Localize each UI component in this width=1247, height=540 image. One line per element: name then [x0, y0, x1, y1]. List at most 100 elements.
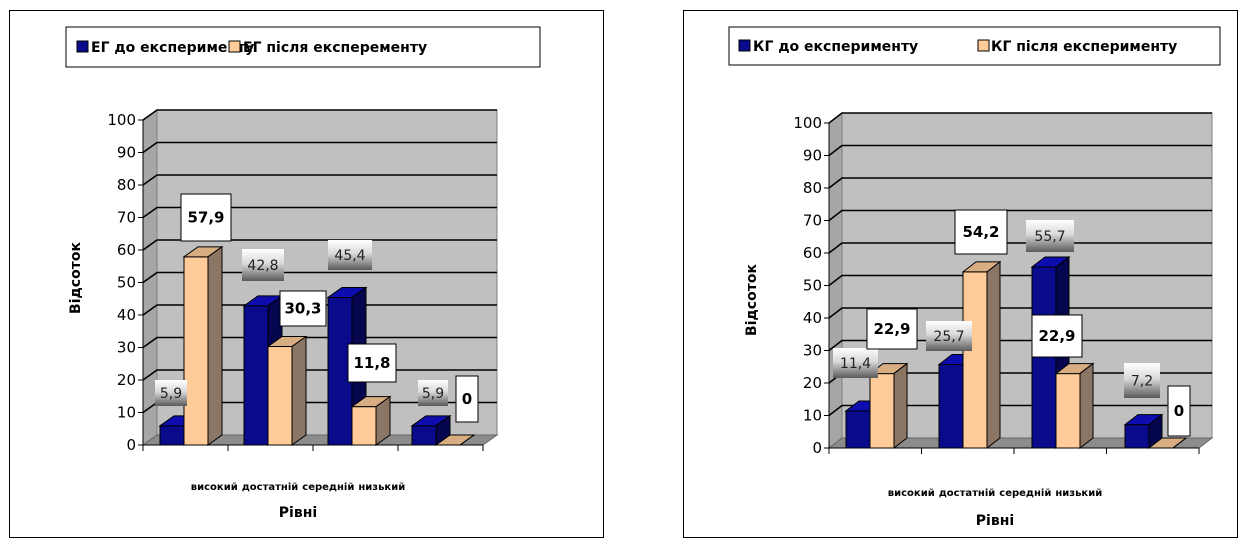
data-label: 54,2: [962, 223, 999, 241]
data-label: 5,9: [160, 386, 182, 402]
bar: [961, 260, 1002, 450]
data-label: 45,4: [334, 248, 365, 264]
y-axis-title: Відсоток: [744, 264, 760, 336]
gridline: [142, 304, 497, 316]
gridline: [828, 274, 1212, 287]
bar-front: [938, 363, 964, 449]
y-tick-label: 20: [117, 371, 136, 389]
data-label: 25,7: [933, 329, 964, 345]
x-axis-title: Рівні: [976, 513, 1014, 529]
bar-side: [893, 362, 908, 450]
y-tick-label: 100: [107, 111, 136, 129]
gridline: [828, 177, 1212, 189]
bar: [350, 395, 392, 446]
data-label-box: [180, 193, 232, 242]
bar-front: [351, 406, 377, 446]
y-tick-label: 30: [117, 339, 136, 357]
data-label-box: [954, 209, 1008, 255]
x-category-label: достатній: [939, 488, 996, 499]
data-label-box: [347, 343, 397, 383]
gridline: [142, 141, 497, 154]
gridline: [828, 144, 1212, 157]
bar-front: [243, 305, 269, 446]
data-label: 30,3: [284, 300, 321, 318]
bar: [182, 245, 224, 446]
bar-side: [986, 260, 1001, 450]
bar: [1147, 437, 1188, 449]
y-axis-title: Відсоток: [68, 242, 84, 314]
y-tick-label: 80: [803, 179, 822, 197]
legend-swatch: [738, 39, 751, 52]
data-label: 42,8: [247, 258, 278, 274]
bar: [1054, 362, 1095, 450]
y-tick-label: 40: [803, 309, 822, 327]
legend-label: ЕГ до експерименту: [91, 40, 254, 56]
chart-panel-eg: ЕГ до експерименту ЕГ після експеременту 0…: [9, 10, 604, 538]
bar-front: [159, 425, 185, 446]
bar-front: [411, 425, 437, 446]
data-label-box: [155, 380, 187, 406]
data-label: 57,9: [187, 209, 224, 227]
bar-front: [962, 271, 988, 449]
x-axis-title: Рівні: [279, 505, 317, 521]
legend-swatch: [228, 40, 241, 53]
data-label: 7,2: [1131, 374, 1153, 390]
data-label-box: [279, 290, 327, 327]
chart-kg: КГ до експерименту КГ після експерименту 0…: [728, 26, 1221, 529]
gridline: [142, 206, 497, 219]
legend-swatch: [977, 39, 990, 52]
data-label-box: [866, 308, 918, 350]
bar-front: [869, 373, 895, 449]
x-category-label: низький: [1055, 488, 1102, 499]
bar: [410, 414, 452, 446]
data-label: 0: [462, 390, 472, 408]
y-tick-label: 20: [803, 374, 822, 392]
bar-front: [1055, 373, 1081, 449]
y-tick-label: 40: [117, 306, 136, 324]
gridline: [828, 242, 1212, 254]
data-label: 5,9: [422, 386, 444, 402]
gridline: [828, 209, 1212, 222]
data-label-box: [455, 375, 479, 423]
data-label-box: [833, 348, 878, 378]
y-tick-label: 0: [812, 439, 822, 457]
bar-side: [207, 245, 223, 446]
bar-side: [291, 335, 307, 446]
x-category-labels: високий достатній середній низький: [888, 488, 1102, 499]
data-label: 0: [1174, 402, 1184, 420]
gridline: [142, 109, 497, 121]
y-tick-label: 80: [117, 176, 136, 194]
x-category-labels: високий достатній середній низький: [191, 482, 405, 493]
y-tick-label: 10: [117, 404, 136, 422]
bar-front: [183, 256, 209, 446]
y-tick-label: 60: [117, 241, 136, 259]
bar-front: [1124, 424, 1150, 449]
x-category-label: середній: [302, 482, 354, 493]
data-label-box: [1124, 363, 1160, 398]
data-label-box: [1031, 314, 1083, 358]
y-tick-label: 60: [803, 244, 822, 262]
bar-side: [459, 434, 475, 446]
data-label-box: [1026, 220, 1074, 252]
legend-box: [728, 26, 1221, 66]
y-tick-label: 10: [803, 407, 822, 425]
legend-label: КГ після експерименту: [991, 39, 1177, 55]
data-label-box: [926, 321, 972, 351]
legend-box: [65, 26, 541, 68]
legend-swatch: [76, 40, 89, 53]
bar-front: [267, 346, 293, 446]
y-tick-label: 0: [126, 436, 136, 454]
bar-side: [375, 395, 391, 446]
chart-panel-kg: КГ до експерименту КГ після експерименту 0…: [683, 10, 1238, 538]
x-category-label: середній: [999, 488, 1051, 499]
y-tick-label: 50: [803, 277, 822, 295]
x-category-label: достатній: [242, 482, 299, 493]
bar-front: [845, 410, 871, 449]
x-category-label: високий: [191, 482, 238, 493]
bar: [266, 335, 308, 446]
data-label-box: [1167, 385, 1191, 437]
data-label-box: [418, 380, 448, 406]
data-label-box: [242, 249, 284, 281]
bar: [434, 434, 476, 446]
bar: [1123, 413, 1164, 450]
